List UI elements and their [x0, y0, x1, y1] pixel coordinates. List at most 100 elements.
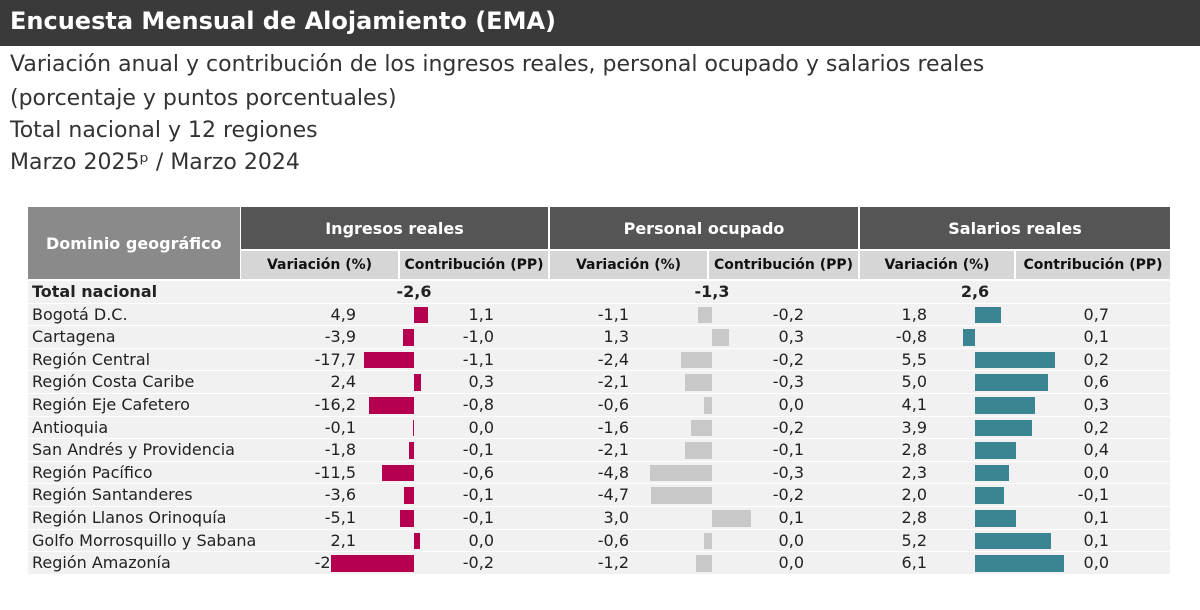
variation-label-salarios: 6,1 — [901, 553, 927, 573]
variation-label-ingresos: -1,8 — [324, 440, 356, 460]
total-label: Total nacional — [32, 282, 158, 301]
bar-salarios — [975, 419, 1032, 437]
variation-label-personal: -2,1 — [597, 440, 629, 460]
bar-personal — [684, 374, 712, 391]
contribution-label-personal: -0,2 — [772, 304, 804, 324]
group-header-salarios: Salarios reales — [860, 207, 1170, 249]
contribution-label-ingresos: 1,1 — [468, 304, 494, 324]
contribution-label-ingresos: 0,0 — [468, 530, 494, 550]
bar-ingresos — [368, 397, 414, 414]
variation-label-salarios: 5,0 — [901, 372, 927, 392]
region-label: Antioquia — [32, 417, 109, 437]
row-band — [28, 394, 1170, 416]
contribution-label-salarios: 0,0 — [1083, 553, 1109, 573]
contribution-label-salarios: 0,6 — [1083, 372, 1109, 392]
subtitle-line-1: Variación anual y contribución de los in… — [10, 52, 985, 77]
sub-header-salarios-contribution: Contribución (PP) — [1016, 251, 1170, 279]
bar-salarios — [975, 532, 1051, 550]
contribution-label-salarios: 0,7 — [1083, 304, 1109, 324]
bar-personal — [704, 397, 712, 414]
bar-ingresos — [403, 329, 414, 346]
group-header-personal: Personal ocupado — [550, 207, 858, 249]
variation-label-personal: -4,8 — [597, 462, 629, 482]
contribution-label-salarios: 0,1 — [1083, 508, 1109, 527]
bar-ingresos — [364, 351, 414, 369]
variation-label-ingresos: -11,5 — [314, 462, 356, 482]
bar-salarios — [975, 487, 1005, 504]
group-header-ingresos: Ingresos reales — [241, 207, 548, 249]
sub-header-ingresos-contribution: Contribución (PP) — [400, 251, 548, 279]
variation-label-personal: -4,7 — [597, 485, 629, 505]
contribution-label-personal: 0,1 — [778, 508, 804, 527]
sub-header-salarios-variation: Variación (%) — [860, 251, 1014, 279]
variation-label-personal: -2,1 — [597, 372, 629, 392]
variation-label-salarios: 4,1 — [901, 395, 927, 414]
bar-personal — [696, 555, 712, 572]
variation-label-salarios: 2,3 — [901, 462, 927, 482]
variation-label-salarios: 1,8 — [901, 304, 927, 324]
region-label: Región Amazonía — [32, 553, 171, 573]
variation-label-ingresos: -17,7 — [314, 349, 356, 369]
bar-salarios — [963, 329, 975, 346]
variation-label-personal: -1,2 — [597, 553, 629, 573]
bar-salarios — [975, 555, 1065, 572]
region-label: Región Central — [32, 349, 151, 369]
row-band — [28, 529, 1170, 552]
bar-personal — [684, 442, 712, 459]
bar-personal — [704, 532, 712, 550]
variation-label-personal: 1,3 — [603, 327, 629, 347]
domain-header: Dominio geográfico — [28, 207, 240, 279]
row-band — [28, 281, 1170, 303]
contribution-label-salarios: 0,4 — [1083, 440, 1109, 460]
subtitle-line-2: (porcentaje y puntos porcentuales) — [10, 86, 397, 111]
contribution-label-personal: 0,0 — [778, 530, 804, 550]
contribution-label-personal: -0,2 — [772, 485, 804, 505]
variation-label-personal: -0,6 — [597, 395, 629, 414]
variation-label-ingresos: -3,9 — [324, 327, 356, 347]
bar-ingresos — [408, 442, 414, 459]
page-title: Encuesta Mensual de Alojamiento (EMA) — [10, 7, 556, 35]
region-label: San Andrés y Providencia — [32, 440, 235, 460]
row-band — [28, 507, 1170, 529]
contribution-label-personal: 0,0 — [778, 553, 804, 573]
contribution-label-personal: 0,0 — [778, 395, 804, 414]
bar-salarios — [975, 374, 1048, 391]
sub-header-ingresos-variation: Variación (%) — [241, 251, 398, 279]
variation-label-ingresos: 4,9 — [330, 304, 356, 324]
bar-ingresos — [331, 555, 414, 572]
variation-label-ingresos: -0,1 — [324, 417, 356, 437]
bar-salarios — [975, 510, 1016, 527]
contribution-label-personal: -0,2 — [772, 349, 804, 369]
contribution-label-ingresos: -0,8 — [462, 395, 494, 414]
variation-label-ingresos: -5,1 — [324, 508, 356, 527]
contribution-label-ingresos: -1,1 — [462, 349, 494, 369]
title-bar: Encuesta Mensual de Alojamiento (EMA) — [0, 0, 1200, 46]
contribution-label-salarios: 0,0 — [1083, 462, 1109, 482]
variation-label-personal: -1,1 — [597, 304, 629, 324]
region-label: Región Pacífico — [32, 462, 153, 482]
row-band — [28, 484, 1170, 506]
bar-ingresos — [399, 510, 414, 527]
variation-label-personal: -2,4 — [597, 349, 629, 369]
contribution-label-ingresos: 0,0 — [468, 417, 494, 437]
variation-label-salarios: 2,0 — [901, 485, 927, 505]
sub-header-personal-contribution: Contribución (PP) — [709, 251, 858, 279]
bar-salarios — [975, 397, 1035, 414]
contribution-label-salarios: 0,3 — [1083, 395, 1109, 414]
region-label: Región Eje Cafetero — [32, 395, 190, 414]
variation-label-salarios: 5,2 — [901, 530, 927, 550]
variation-label-personal: -1,6 — [597, 417, 629, 437]
bar-personal — [712, 510, 751, 527]
bar-salarios — [975, 442, 1016, 459]
row-band — [28, 303, 1170, 326]
contribution-label-ingresos: -0,6 — [462, 462, 494, 482]
variation-label-salarios: -0,8 — [895, 327, 927, 347]
bar-salarios — [975, 306, 1002, 324]
bar-ingresos — [412, 419, 414, 437]
total-value-salarios: 2,6 — [960, 282, 990, 301]
contribution-label-personal: -0,3 — [772, 372, 804, 392]
row-band — [28, 416, 1170, 439]
contribution-label-ingresos: -0,1 — [462, 440, 494, 460]
bar-personal — [649, 464, 712, 482]
bar-ingresos — [403, 487, 414, 504]
